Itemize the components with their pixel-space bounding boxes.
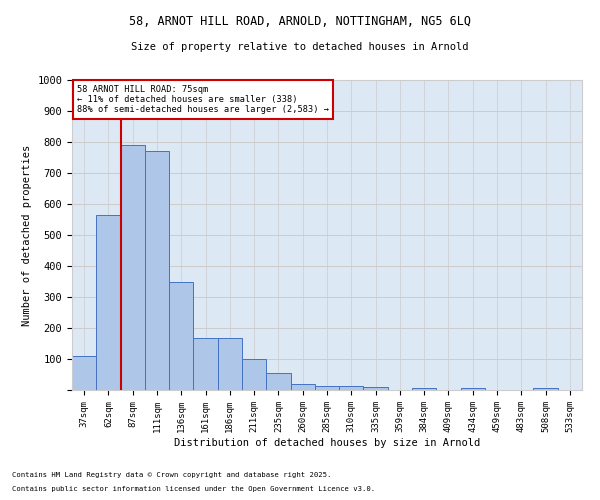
Bar bbox=[290, 384, 315, 390]
X-axis label: Distribution of detached houses by size in Arnold: Distribution of detached houses by size … bbox=[174, 438, 480, 448]
Text: 58 ARNOT HILL ROAD: 75sqm
← 11% of detached houses are smaller (338)
88% of semi: 58 ARNOT HILL ROAD: 75sqm ← 11% of detac… bbox=[77, 84, 329, 114]
Bar bbox=[364, 387, 388, 390]
Bar bbox=[461, 388, 485, 390]
Bar bbox=[266, 373, 290, 390]
Text: Contains HM Land Registry data © Crown copyright and database right 2025.: Contains HM Land Registry data © Crown c… bbox=[12, 472, 331, 478]
Text: Size of property relative to detached houses in Arnold: Size of property relative to detached ho… bbox=[131, 42, 469, 52]
Text: 58, ARNOT HILL ROAD, ARNOLD, NOTTINGHAM, NG5 6LQ: 58, ARNOT HILL ROAD, ARNOLD, NOTTINGHAM,… bbox=[129, 15, 471, 28]
Bar bbox=[339, 386, 364, 390]
Bar bbox=[169, 282, 193, 390]
Bar bbox=[96, 215, 121, 390]
Bar bbox=[145, 152, 169, 390]
Bar bbox=[218, 338, 242, 390]
Bar bbox=[193, 338, 218, 390]
Text: Contains public sector information licensed under the Open Government Licence v3: Contains public sector information licen… bbox=[12, 486, 375, 492]
Bar bbox=[412, 388, 436, 390]
Bar bbox=[315, 386, 339, 390]
Bar bbox=[121, 145, 145, 390]
Bar bbox=[242, 359, 266, 390]
Y-axis label: Number of detached properties: Number of detached properties bbox=[22, 144, 32, 326]
Bar bbox=[72, 356, 96, 390]
Bar bbox=[533, 388, 558, 390]
